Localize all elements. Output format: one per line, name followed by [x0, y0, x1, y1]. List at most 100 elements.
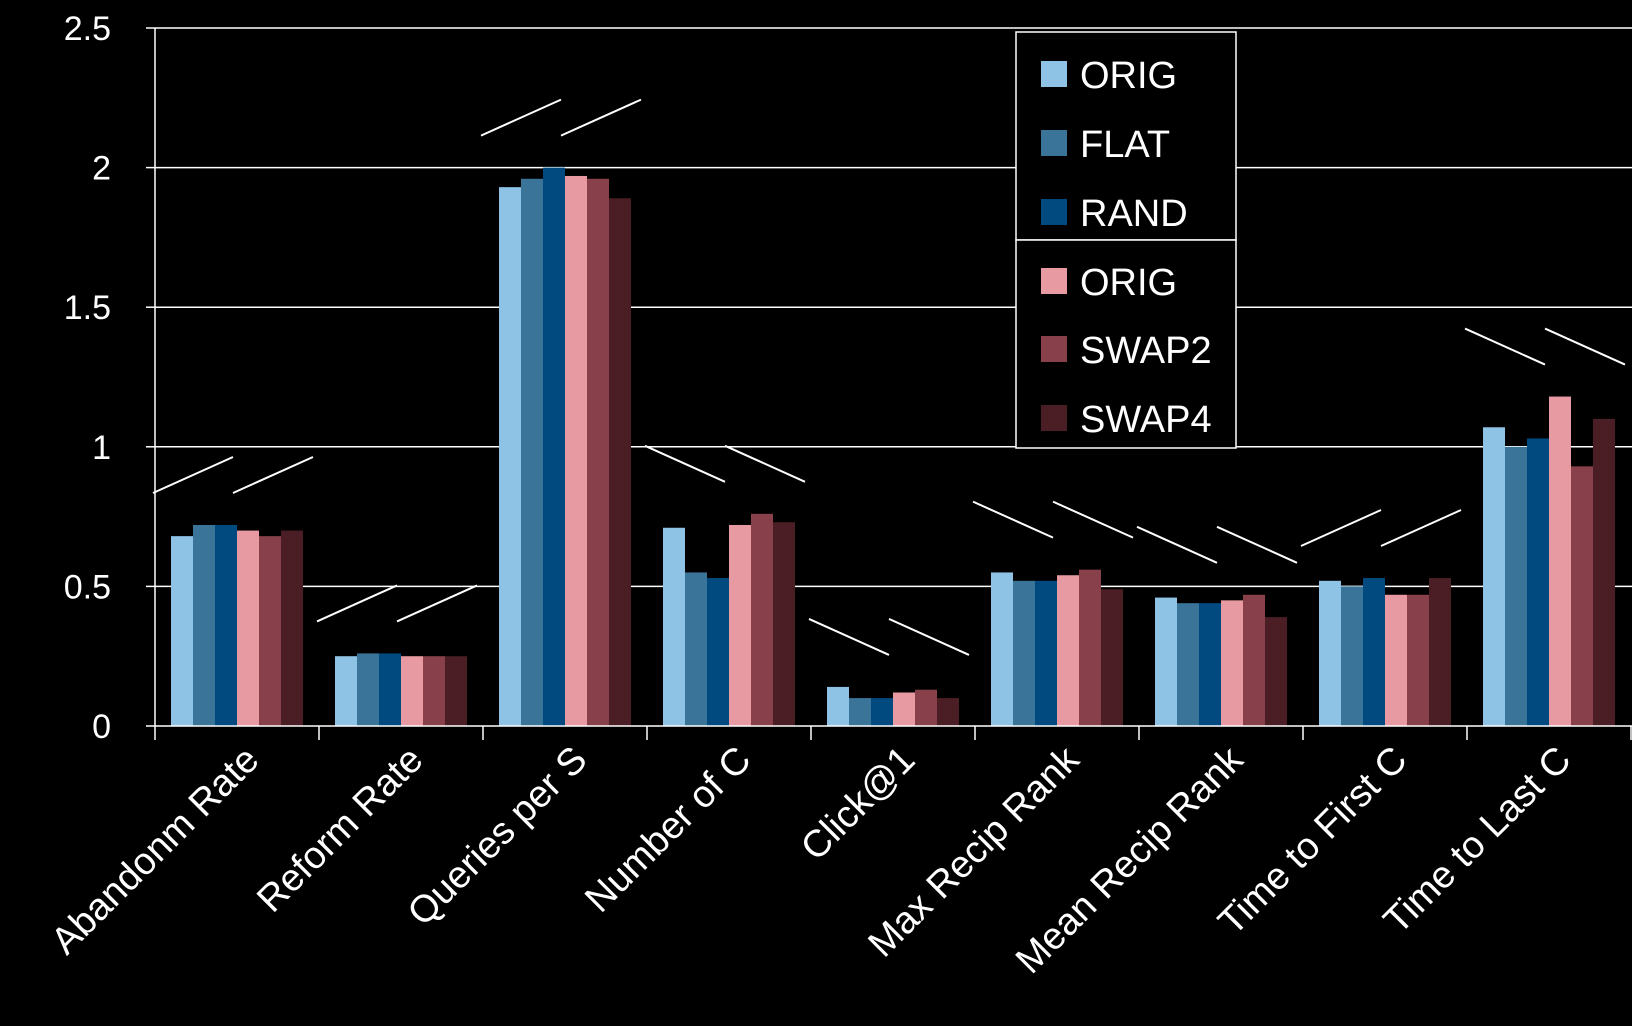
gridlines: [155, 27, 1632, 588]
y-tick-label: 0: [92, 708, 111, 746]
bar: [521, 178, 543, 726]
bar: [1079, 569, 1101, 726]
y-tick-label: 2: [92, 150, 111, 188]
bar: [1155, 597, 1177, 726]
bar: [773, 522, 795, 726]
y-tick-label: 2.5: [64, 10, 111, 48]
bar: [1341, 586, 1363, 726]
bar: [1243, 594, 1265, 726]
bar: [937, 698, 959, 726]
bar: [1265, 617, 1287, 726]
bar: [1319, 580, 1341, 726]
bar: [893, 692, 915, 726]
x-tick-label: Click@1: [793, 739, 923, 869]
legend-swatch: [1041, 199, 1067, 225]
trend-mark: [1380, 509, 1462, 547]
bar: [587, 178, 609, 726]
legend-label: SWAP2: [1080, 330, 1212, 372]
x-tick-label: Abandonm Rate: [43, 739, 267, 963]
legend-label: FLAT: [1080, 124, 1170, 166]
legend: ORIG FLAT RAND ORIG SWAP2 SWAP4: [1015, 31, 1237, 449]
bar: [685, 572, 707, 726]
trend-mark: [1136, 525, 1218, 564]
bar: [1593, 418, 1615, 726]
bar: [1363, 578, 1385, 726]
bar: [751, 513, 773, 726]
bar: [445, 656, 467, 726]
legend-label: ORIG: [1080, 262, 1177, 304]
bar: [215, 524, 237, 726]
bar: [1177, 603, 1199, 726]
trend-mark: [232, 456, 314, 494]
bar: [1057, 575, 1079, 726]
trend-marks: [152, 98, 1626, 656]
bar: [499, 187, 521, 727]
trend-mark: [888, 618, 970, 656]
bar: [609, 198, 631, 726]
y-tick-label: 1: [92, 429, 111, 467]
legend-swatch: [1041, 130, 1067, 156]
x-tick-label: Number of C: [577, 739, 759, 921]
bar: [849, 698, 871, 726]
bar: [1013, 580, 1035, 726]
bar: [729, 524, 751, 726]
legend-swatch: [1041, 336, 1067, 362]
bar: [401, 656, 423, 726]
legend-label: RAND: [1080, 193, 1188, 235]
bar: [1101, 589, 1123, 726]
trend-mark: [480, 98, 562, 137]
bar: [237, 530, 259, 726]
bar: [915, 689, 937, 726]
bar: [281, 530, 303, 726]
bar: [543, 167, 565, 727]
legend-swatch: [1041, 61, 1067, 87]
bar: [335, 656, 357, 726]
bar: [193, 524, 215, 726]
bar: [357, 653, 379, 726]
legend-swatch: [1041, 268, 1067, 294]
bar: [707, 578, 729, 726]
bar: [1505, 446, 1527, 726]
bar: [1385, 594, 1407, 726]
bar: [171, 536, 193, 726]
bar: [1571, 466, 1593, 726]
bar: [1429, 578, 1451, 726]
bar: [565, 175, 587, 726]
bar: [1407, 594, 1429, 726]
trend-mark: [1544, 327, 1626, 366]
legend-label: ORIG: [1080, 55, 1177, 97]
bars: [171, 167, 1615, 727]
trend-mark: [152, 456, 234, 494]
trend-mark: [1052, 500, 1134, 539]
y-tick-label: 0.5: [64, 568, 111, 606]
bar: [423, 656, 445, 726]
trend-mark: [396, 584, 478, 623]
bar: [259, 536, 281, 726]
y-tick-label: 1.5: [64, 289, 111, 327]
trend-mark: [972, 500, 1054, 539]
bar: [1483, 427, 1505, 726]
trend-mark: [808, 618, 890, 656]
bar: [1035, 580, 1057, 726]
bar: [871, 698, 893, 726]
bar: [827, 686, 849, 726]
legend-swatch: [1041, 405, 1067, 431]
trend-mark: [1464, 327, 1546, 366]
trend-mark: [560, 98, 642, 137]
bar: [379, 653, 401, 726]
bar: [991, 572, 1013, 726]
bar: [1527, 438, 1549, 726]
bar: [1199, 603, 1221, 726]
legend-label: SWAP4: [1080, 399, 1212, 441]
bar: [663, 527, 685, 726]
trend-mark: [644, 444, 726, 483]
trend-mark: [724, 444, 806, 483]
trend-mark: [1300, 509, 1382, 547]
trend-mark: [1216, 525, 1298, 564]
x-tick-label: Reform Rate: [249, 739, 431, 921]
trend-mark: [316, 584, 398, 623]
bar: [1549, 396, 1571, 726]
